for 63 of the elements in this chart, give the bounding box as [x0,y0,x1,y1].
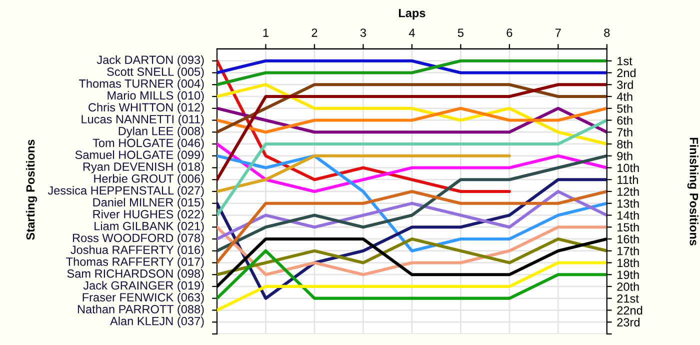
y2-tick-label: 8th [617,140,632,148]
text: Liam GILBANK (021) [94,222,204,233]
text: Nathan PARROTT (088) [78,304,204,316]
y2-tick-label: 1st [618,57,632,66]
x-tick-label: 7 [555,28,561,37]
y2-tick-label: 6th [617,116,632,125]
y2-tick-label: 19th [618,270,639,279]
y2-tick-label: 5th [617,104,632,113]
line-series [217,190,607,240]
y2-tick-label: 17th [618,246,639,256]
y2-tick-label: 16th [618,234,639,244]
text: Chris WHITTON (012) [88,102,204,114]
y2-tick-label: 14th [618,210,639,220]
text: Alan KLEJN (037) [110,316,204,328]
y2-tick-label: 20th [617,282,639,291]
x-tick-label: 3 [360,28,366,37]
x-tick-label: 4 [408,28,415,37]
text: Ross WOODFORD (078) [72,233,204,244]
text: Mario MILLS (010) [108,90,204,102]
text: Thomas TURNER (004) [79,79,204,90]
y2-tick-label: 9th [617,152,632,160]
text: Starting Positions [26,140,38,240]
text: Scott SNELL (005) [107,67,204,78]
y2-tick-label: 7th [617,128,632,136]
y2-tick-label: 2nd [617,68,636,78]
text: Joshua RAFFERTY (016) [70,245,204,256]
text: Herbie GROUT (006) [94,174,204,186]
x-tick-label: 5 [458,28,464,37]
y2-tick-label: 13th [618,199,639,208]
line-series [217,83,607,134]
y2-axis-title: Finishing Positions [687,138,698,246]
line-series [217,226,607,276]
line-series [217,237,607,276]
x-tick-label: 6 [506,28,512,37]
y2-tick-label: 15th [618,222,639,232]
text: Ryan DEVENISH (018) [83,162,204,174]
text: Lucas NANNETTI (011) [82,114,204,126]
y2-tick-label: 10th [618,163,639,172]
text: Jessica HEPPENSTALL (027) [48,186,204,197]
text: Samuel HOLGATE (099) [75,150,204,162]
text: Sam RICHARDSON (098) [67,269,204,280]
y2-tick-label: 22nd [617,306,642,315]
text: River HUGHES (022) [93,210,204,221]
y2-tick-label: 11th [618,175,638,184]
y2-tick-label: 4th [616,92,632,101]
text: Thomas RAFFERTY (017) [66,257,204,268]
x-tick-label: 2 [312,28,318,37]
y2-tick-label: 18th [618,258,639,268]
text: Daniel MILNER (015) [93,198,204,209]
y2-tick-label: 12th [618,187,639,196]
text: Jack DARTON (093) [96,55,204,66]
y2-tick-label: 23rd [617,318,640,326]
x-tick-label: 8 [604,28,610,37]
x-axis-title: Laps [398,9,426,20]
line-series [217,142,607,194]
x-tick-label: 1 [263,28,268,37]
y2-tick-label: 3rd [617,80,633,90]
text: Dylan LEE (008) [118,126,204,138]
line-series [217,83,607,146]
text: Jack GRAINGER (019) [83,280,204,292]
y2-tick-label: 21st [617,294,639,303]
text: Tom HOLGATE (046) [92,138,204,150]
text: Fraser FENWICK (063) [82,292,204,304]
